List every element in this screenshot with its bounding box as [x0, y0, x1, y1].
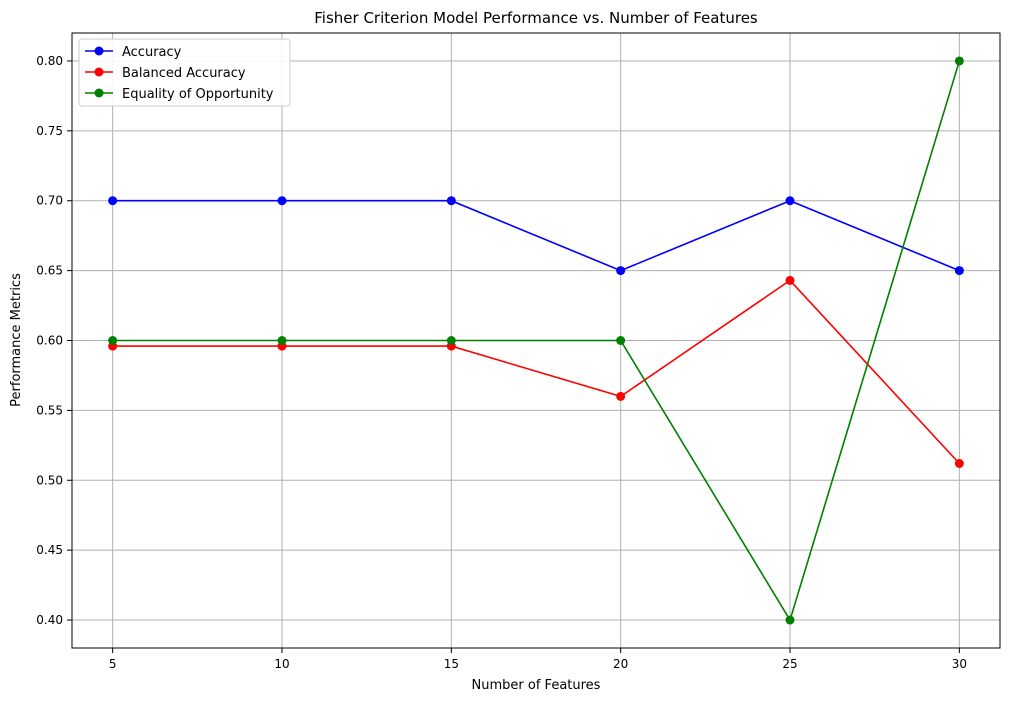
legend-marker-balanced-accuracy: [94, 67, 104, 77]
legend-label-balanced-accuracy: Balanced Accuracy: [122, 66, 246, 81]
chart-title: Fisher Criterion Model Performance vs. N…: [314, 9, 758, 27]
series-line-accuracy: [112, 199, 960, 272]
x-tick-label: 15: [444, 657, 459, 671]
legend-entry-accuracy: Accuracy: [85, 45, 182, 60]
legend-marker-accuracy: [94, 46, 104, 56]
y-tick-label: 0.55: [36, 403, 63, 417]
y-tick-label: 0.75: [36, 124, 63, 138]
data-point-accuracy: [954, 266, 964, 276]
legend-label-accuracy: Accuracy: [122, 45, 182, 60]
x-axis-ticks: 5 10 15 20 25 30: [109, 648, 967, 671]
series-line-equality-of-opportunity: [112, 60, 961, 622]
data-point-equality-of-opportunity: [108, 336, 118, 345]
legend: Accuracy Balanced Accuracy Equality of O…: [78, 38, 291, 107]
series-accuracy: [108, 196, 964, 276]
data-point-equality-of-opportunity: [277, 336, 287, 345]
y-tick-label: 0.65: [36, 264, 63, 278]
series-equality-of-opportunity: [108, 56, 964, 625]
x-tick-label: 25: [782, 657, 797, 671]
data-point-equality-of-opportunity: [616, 336, 626, 345]
series-layer: [108, 56, 964, 625]
y-tick-label: 0.45: [36, 543, 63, 557]
x-tick-label: 5: [109, 657, 117, 671]
data-point-equality-of-opportunity: [785, 615, 795, 625]
x-axis-label: Number of Features: [472, 678, 601, 693]
data-point-balanced-accuracy: [785, 275, 795, 285]
data-point-balanced-accuracy: [616, 391, 626, 401]
x-tick-label: 30: [952, 657, 967, 671]
y-tick-label: 0.50: [36, 473, 63, 487]
data-point-accuracy: [616, 266, 626, 276]
y-tick-label: 0.80: [36, 54, 63, 68]
data-point-balanced-accuracy: [954, 459, 964, 468]
y-tick-label: 0.60: [36, 334, 63, 348]
x-tick-label: 10: [274, 657, 289, 671]
legend-label-equality-of-opportunity: Equality of Opportunity: [122, 87, 274, 102]
y-axis-label: Performance Metrics: [9, 273, 24, 407]
y-axis-ticks: 0.40 0.45 0.50 0.55 0.60 0.65 0.70 0.75 0.80: [36, 54, 72, 627]
y-tick-label: 0.70: [36, 194, 63, 208]
data-point-accuracy: [108, 196, 118, 206]
series-line-balanced-accuracy: [112, 279, 960, 465]
data-point-equality-of-opportunity: [446, 336, 456, 345]
legend-entry-equality-of-opportunity: Equality of Opportunity: [85, 87, 274, 102]
x-tick-label: 20: [613, 657, 628, 671]
data-point-accuracy: [446, 196, 456, 206]
y-tick-label: 0.40: [36, 613, 63, 627]
series-balanced-accuracy: [108, 275, 964, 468]
legend-frame: [78, 38, 291, 107]
data-point-accuracy: [785, 196, 795, 206]
data-point-accuracy: [277, 196, 287, 206]
legend-entry-balanced-accuracy: Balanced Accuracy: [85, 66, 246, 81]
legend-marker-equality-of-opportunity: [94, 88, 104, 98]
data-point-equality-of-opportunity: [954, 56, 964, 66]
